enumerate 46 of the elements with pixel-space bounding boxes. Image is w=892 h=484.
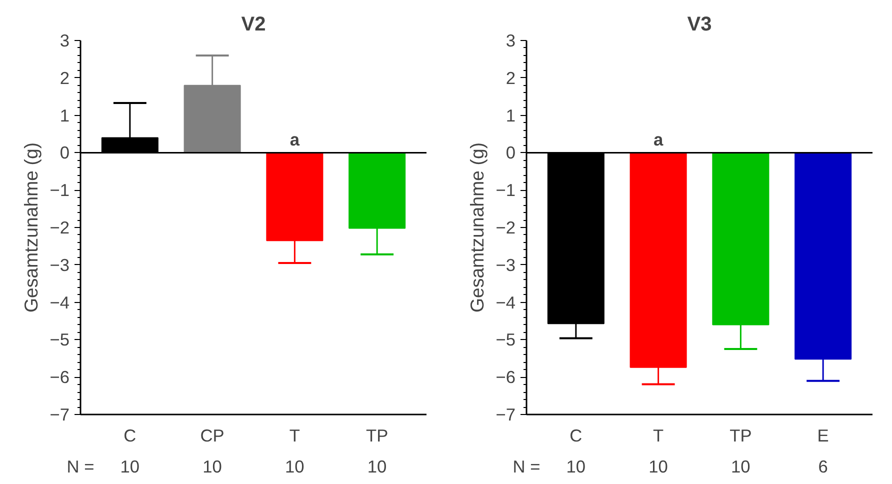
chart-title: V3 bbox=[687, 14, 712, 36]
y-tick-label: −5 bbox=[50, 330, 70, 350]
text: 10 bbox=[566, 456, 586, 476]
text: N = bbox=[66, 456, 94, 476]
y-tick-label: −1 bbox=[496, 180, 516, 200]
y-tick-label: −1 bbox=[50, 180, 70, 200]
text: 10 bbox=[731, 456, 750, 476]
x-tick-label: TP bbox=[366, 426, 388, 446]
x-tick-label: CP bbox=[200, 426, 224, 446]
text: 10 bbox=[648, 456, 668, 476]
y-tick-label: −3 bbox=[50, 254, 70, 275]
x-tick-label: C bbox=[570, 426, 582, 446]
text: 6 bbox=[818, 456, 828, 476]
y-tick-label: −7 bbox=[50, 404, 70, 424]
text: 10 bbox=[285, 456, 304, 476]
chart-title: V2 bbox=[241, 14, 266, 36]
text: N = bbox=[512, 456, 540, 476]
y-tick-label: −3 bbox=[496, 254, 516, 275]
y-tick-label: 0 bbox=[60, 142, 70, 163]
x-tick-label: E bbox=[817, 426, 829, 446]
y-tick-label: −4 bbox=[50, 292, 70, 312]
y-tick-label: 2 bbox=[506, 68, 516, 88]
y-tick-label: 0 bbox=[506, 142, 516, 163]
y-tick-label: −7 bbox=[496, 404, 516, 424]
y-tick-label: 1 bbox=[60, 105, 70, 126]
text: 10 bbox=[120, 456, 140, 476]
y-tick-label: −4 bbox=[496, 292, 516, 312]
y-tick-label: 3 bbox=[60, 30, 70, 50]
x-tick-label: C bbox=[124, 426, 136, 446]
text: 10 bbox=[202, 456, 222, 476]
text: 10 bbox=[367, 456, 387, 476]
y-tick-label: 2 bbox=[60, 68, 70, 88]
annotation: a bbox=[653, 130, 664, 150]
y-tick-label: −2 bbox=[496, 218, 516, 238]
y-axis-title: Gesamtzunahme (g) bbox=[20, 142, 42, 313]
x-tick-label: TP bbox=[730, 426, 752, 446]
y-tick-label: 1 bbox=[506, 105, 516, 126]
annotation: a bbox=[290, 130, 300, 150]
y-tick-label: −6 bbox=[496, 367, 516, 388]
y-tick-label: −6 bbox=[50, 367, 70, 388]
x-tick-label: T bbox=[289, 426, 300, 446]
y-axis-title: Gesamtzunahme (g) bbox=[466, 142, 488, 313]
y-tick-label: −2 bbox=[50, 218, 70, 238]
x-tick-label: T bbox=[653, 426, 664, 446]
y-tick-label: −5 bbox=[496, 330, 516, 350]
y-tick-label: 3 bbox=[506, 30, 516, 50]
